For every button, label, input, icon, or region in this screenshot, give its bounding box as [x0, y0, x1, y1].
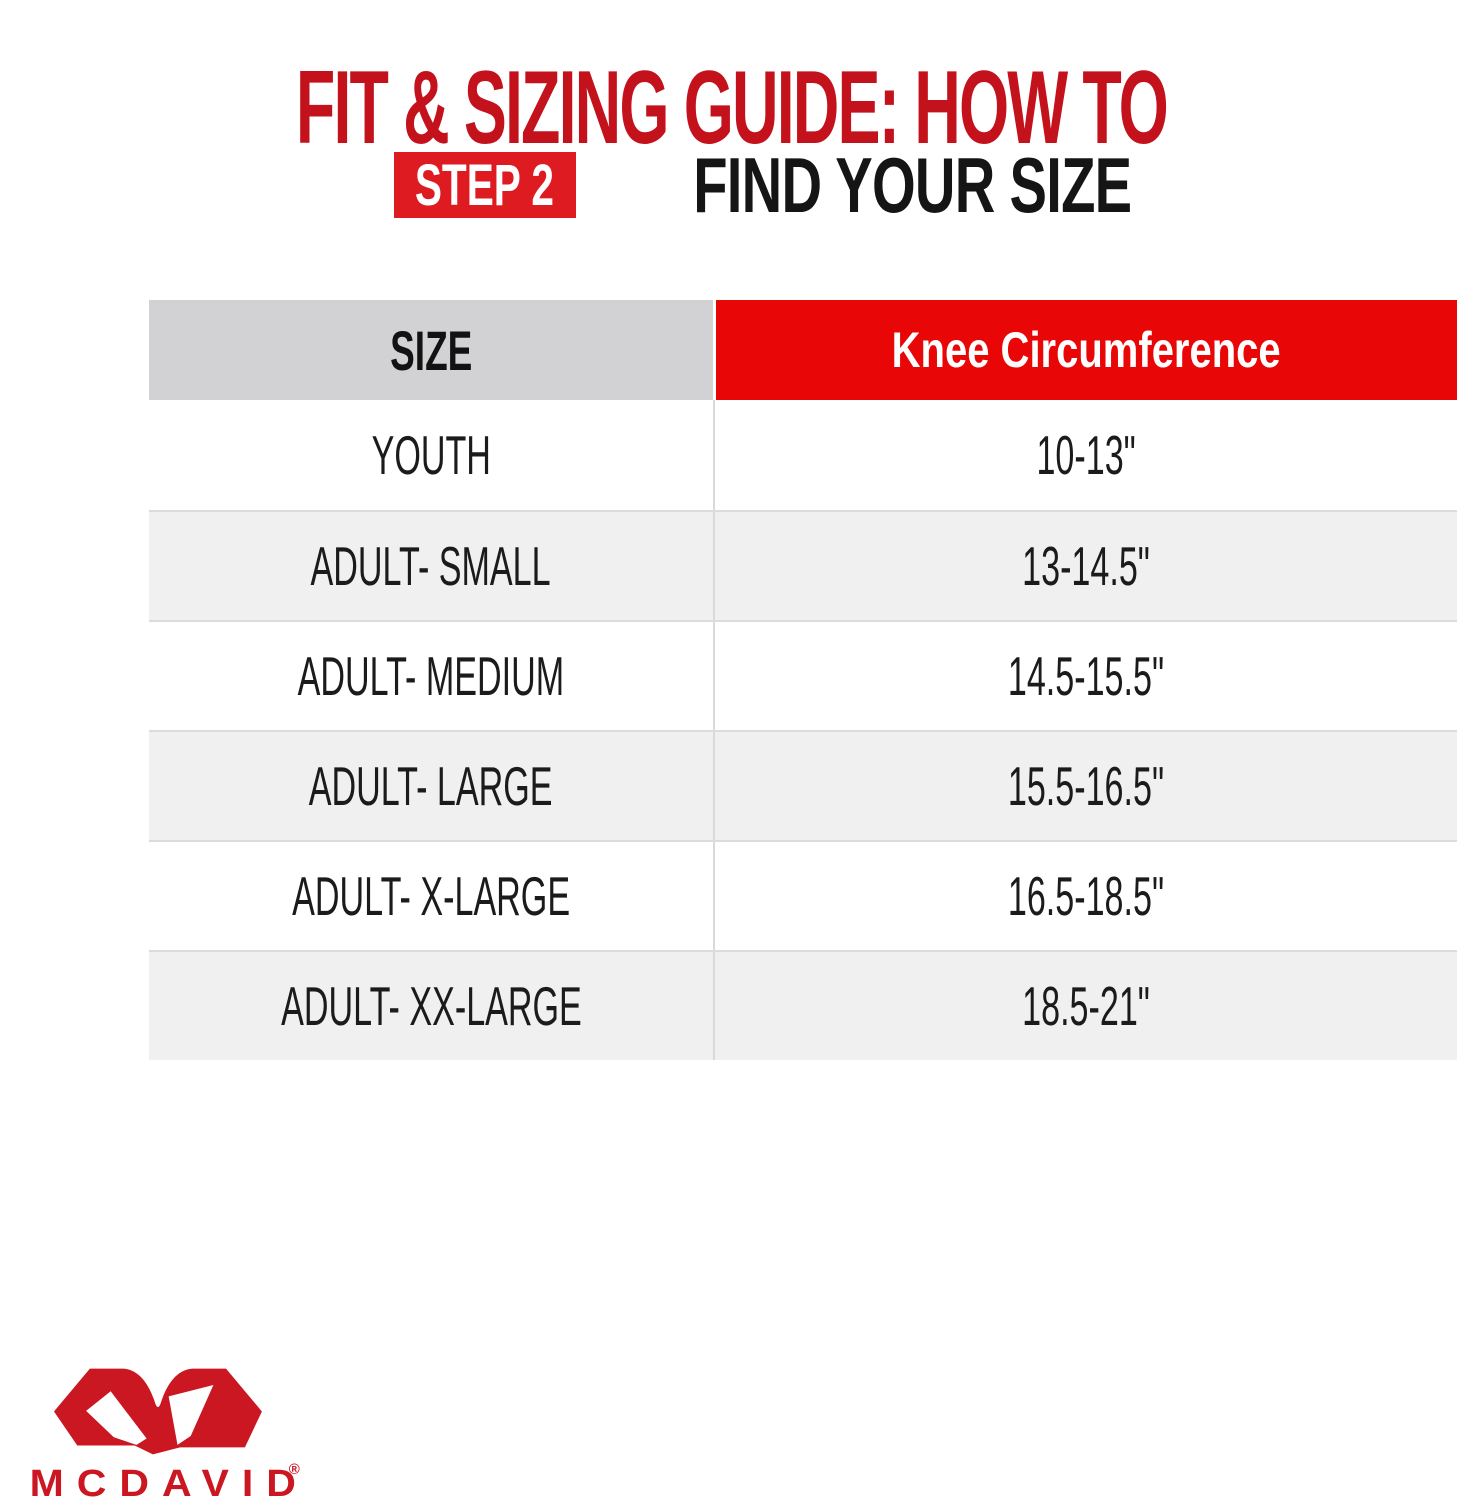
- knee-circumference-cell: 16.5-18.5": [715, 842, 1457, 950]
- column-header-size-text: SIZE: [389, 318, 473, 382]
- knee-cell-text: 14.5-15.5": [1007, 645, 1165, 707]
- size-cell-text: ADULT- XX-LARGE: [280, 975, 582, 1037]
- knee-circumference-cell: 10-13": [715, 400, 1457, 510]
- step-heading: FIND YOUR SIZE: [608, 140, 1217, 231]
- size-cell: YOUTH: [149, 400, 715, 510]
- table-row: ADULT- X-LARGE 16.5-18.5": [149, 840, 1457, 950]
- size-table: SIZE Knee Circumference YOUTH 10-13" ADU…: [149, 300, 1457, 1060]
- size-cell-text: ADULT- LARGE: [309, 755, 553, 817]
- column-header-knee-circumference: Knee Circumference: [716, 300, 1457, 400]
- table-body: YOUTH 10-13" ADULT- SMALL 13-14.5" ADULT…: [149, 400, 1457, 1060]
- page-title-text: FIT & SIZING GUIDE: HOW TO: [295, 49, 1168, 166]
- knee-cell-text: 10-13": [1036, 424, 1136, 486]
- table-row: ADULT- LARGE 15.5-16.5": [149, 730, 1457, 840]
- table-row: ADULT- SMALL 13-14.5": [149, 510, 1457, 620]
- size-cell-text: ADULT- X-LARGE: [292, 865, 570, 927]
- column-header-knee-text: Knee Circumference: [891, 322, 1282, 378]
- size-cell-text: ADULT- SMALL: [310, 535, 552, 597]
- table-row: ADULT- XX-LARGE 18.5-21": [149, 950, 1457, 1060]
- size-cell: ADULT- SMALL: [149, 512, 715, 620]
- knee-circumference-cell: 13-14.5": [715, 512, 1457, 620]
- column-header-size: SIZE: [149, 300, 713, 400]
- knee-cell-text: 15.5-16.5": [1007, 755, 1165, 817]
- knee-circumference-cell: 15.5-16.5": [715, 732, 1457, 840]
- size-cell: ADULT- LARGE: [149, 732, 715, 840]
- mcdavid-wordmark-text: MCDAVID: [29, 1463, 310, 1500]
- size-cell: ADULT- XX-LARGE: [149, 952, 715, 1060]
- size-cell-text: YOUTH: [371, 424, 491, 486]
- knee-cell-text: 16.5-18.5": [1007, 865, 1165, 927]
- table-row: YOUTH 10-13": [149, 400, 1457, 510]
- size-cell-text: ADULT- MEDIUM: [297, 645, 565, 707]
- table-header-row: SIZE Knee Circumference: [149, 300, 1457, 400]
- knee-circumference-cell: 14.5-15.5": [715, 622, 1457, 730]
- mcdavid-logo: MCDAVID®: [0, 1356, 340, 1500]
- table-row: ADULT- MEDIUM 14.5-15.5": [149, 620, 1457, 730]
- knee-cell-text: 18.5-21": [1022, 975, 1150, 1037]
- mcdavid-wordmark: MCDAVID®: [0, 1462, 340, 1500]
- mcdavid-m-icon: [53, 1368, 262, 1455]
- page-title: FIT & SIZING GUIDE: HOW TO: [0, 56, 1462, 160]
- step-badge-label: STEP 2: [415, 152, 555, 218]
- registered-trademark-symbol: ®: [288, 1461, 300, 1478]
- size-cell: ADULT- X-LARGE: [149, 842, 715, 950]
- size-cell: ADULT- MEDIUM: [149, 622, 715, 730]
- step-badge: STEP 2: [393, 152, 576, 218]
- step-heading-text: FIND YOUR SIZE: [692, 140, 1132, 229]
- step-row: STEP 2 FIND YOUR SIZE: [74, 141, 1462, 229]
- knee-cell-text: 13-14.5": [1022, 535, 1150, 597]
- knee-circumference-cell: 18.5-21": [715, 952, 1457, 1060]
